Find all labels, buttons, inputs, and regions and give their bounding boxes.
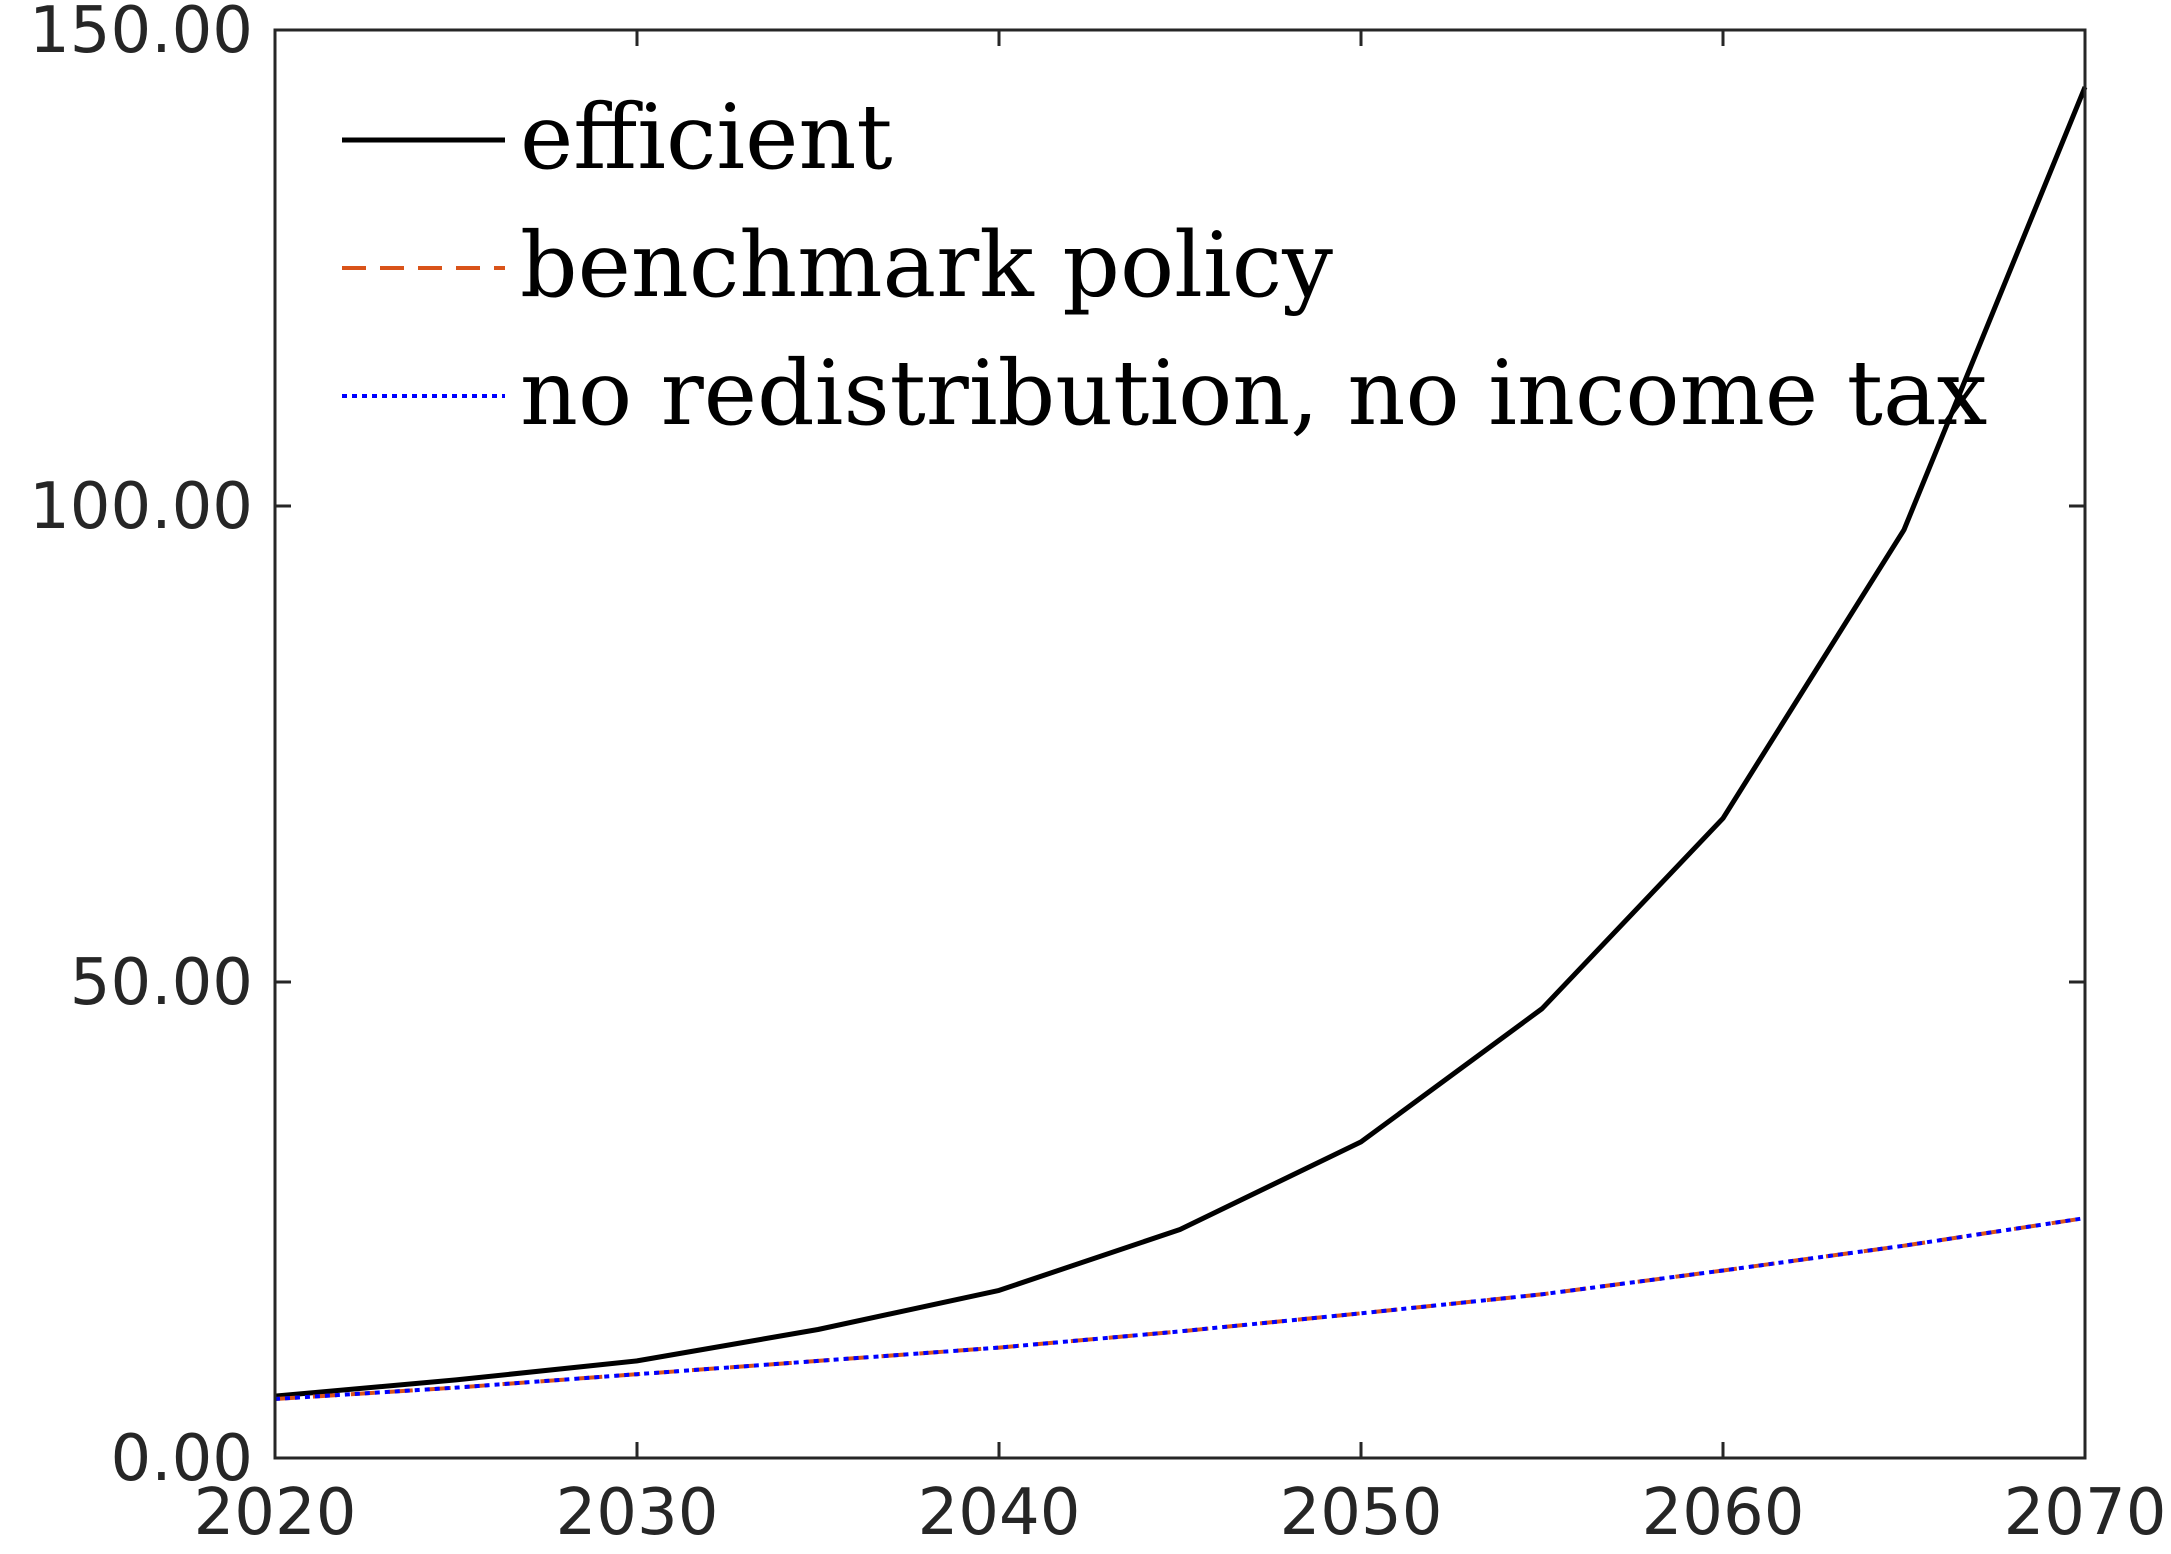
y-tick-label: 0.00: [111, 1422, 254, 1496]
x-tick-label: 2070: [2004, 1476, 2167, 1550]
y-tick-label: 50.00: [70, 946, 253, 1020]
series-line-no-redistribution-no-income-tax: [274, 1216, 2086, 1401]
series-layer: [274, 86, 2088, 1401]
y-tick-label: 150.00: [29, 0, 253, 68]
y-tick-label: 100.00: [29, 470, 253, 544]
x-tick-label: 2060: [1642, 1476, 1805, 1550]
legend-label-benchmark-policy: benchmark policy: [520, 213, 1333, 318]
x-tick-label: 2040: [918, 1476, 1081, 1550]
series-line-efficient: [274, 86, 2088, 1399]
x-tick-label: 2030: [556, 1476, 719, 1550]
x-tick-label: 2050: [1280, 1476, 1443, 1550]
legend-label-efficient: efficient: [520, 85, 893, 190]
legend-label-no-redistribution-no-income-tax: no redistribution, no income tax: [520, 341, 1987, 446]
x-tick-label: 2020: [194, 1476, 357, 1550]
plot-frame: [273, 28, 2087, 1460]
legend: efficient benchmark policy no redistributi…: [342, 85, 1987, 446]
ticks-layer: 2020 2030 2040 2050 2060 2070 0.00 50.00 100.00 1…: [29, 0, 2166, 1550]
